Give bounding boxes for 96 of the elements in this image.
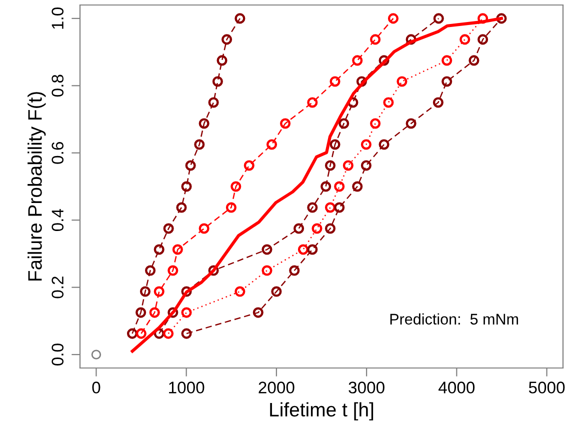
point <box>222 34 232 45</box>
point <box>338 118 350 129</box>
point <box>496 13 507 24</box>
point <box>307 244 318 255</box>
point <box>330 76 340 87</box>
y-tick-label: 0.2 <box>52 276 64 298</box>
point <box>370 34 381 45</box>
point <box>216 55 228 66</box>
point <box>163 223 174 234</box>
x-tick-label: 2000 <box>258 382 294 394</box>
point <box>262 265 272 276</box>
point <box>154 286 164 297</box>
point <box>244 160 254 171</box>
point <box>348 97 358 108</box>
point <box>163 328 174 339</box>
point <box>383 97 394 108</box>
point <box>226 202 236 213</box>
point <box>406 34 416 45</box>
point <box>312 223 322 234</box>
point <box>181 328 192 339</box>
point <box>136 328 146 339</box>
point <box>176 202 187 213</box>
point <box>271 286 282 297</box>
point <box>208 265 219 276</box>
point <box>360 160 372 171</box>
point <box>212 76 223 87</box>
annotation: Prediction: 5 mNm <box>390 313 518 325</box>
point <box>324 160 336 171</box>
point <box>185 160 196 171</box>
point <box>307 202 318 213</box>
point <box>230 181 242 192</box>
point <box>378 55 390 66</box>
point <box>168 265 178 276</box>
x-tick-label: 3000 <box>348 382 384 394</box>
point <box>478 34 488 45</box>
point <box>330 139 340 150</box>
point <box>406 118 416 129</box>
point <box>460 34 470 45</box>
point <box>298 244 308 255</box>
point <box>234 286 246 297</box>
point <box>149 307 160 318</box>
point <box>324 202 336 213</box>
point <box>352 181 363 192</box>
point <box>154 244 164 255</box>
point <box>145 265 156 276</box>
point <box>126 328 138 339</box>
point <box>154 328 164 339</box>
point <box>342 160 354 171</box>
point <box>370 118 381 129</box>
point <box>334 181 345 192</box>
point <box>91 350 102 360</box>
point <box>172 244 183 255</box>
point <box>294 223 304 234</box>
point <box>478 13 488 24</box>
y-tick-label: 0.8 <box>52 74 64 97</box>
point <box>181 286 192 297</box>
point <box>320 181 332 192</box>
y-tick-label: 0.0 <box>52 344 64 366</box>
x-axis-title: Lifetime t [h] <box>270 402 374 420</box>
point <box>198 118 210 129</box>
x-tick-label: 0 <box>92 382 100 394</box>
point <box>396 76 408 87</box>
x-tick-label: 4000 <box>438 382 475 394</box>
point <box>266 139 278 150</box>
point <box>432 97 444 108</box>
point <box>324 223 336 234</box>
point <box>433 13 444 24</box>
point <box>208 97 219 108</box>
y-axis-title: Failure Probability F(t) <box>28 92 46 281</box>
point <box>181 307 192 318</box>
point <box>442 76 452 87</box>
point <box>168 307 178 318</box>
point <box>388 13 399 24</box>
point <box>262 244 272 255</box>
point <box>360 139 372 150</box>
point <box>198 223 210 234</box>
point <box>352 55 363 66</box>
point <box>280 118 291 129</box>
point <box>289 265 300 276</box>
x-tick-label: 5000 <box>528 382 565 394</box>
point <box>140 286 151 297</box>
point <box>378 139 390 150</box>
y-tick-label: 1.0 <box>52 8 64 29</box>
point <box>136 307 146 318</box>
point <box>356 76 367 87</box>
point <box>252 307 264 318</box>
point <box>442 55 452 66</box>
y-tick-label: 0.6 <box>52 142 64 164</box>
point <box>468 55 480 66</box>
point <box>307 97 318 108</box>
x-tick-label: 1000 <box>169 382 204 394</box>
point <box>194 139 205 150</box>
point <box>181 181 192 192</box>
point <box>334 202 345 213</box>
point <box>234 13 246 24</box>
y-tick-label: 0.4 <box>52 209 64 232</box>
